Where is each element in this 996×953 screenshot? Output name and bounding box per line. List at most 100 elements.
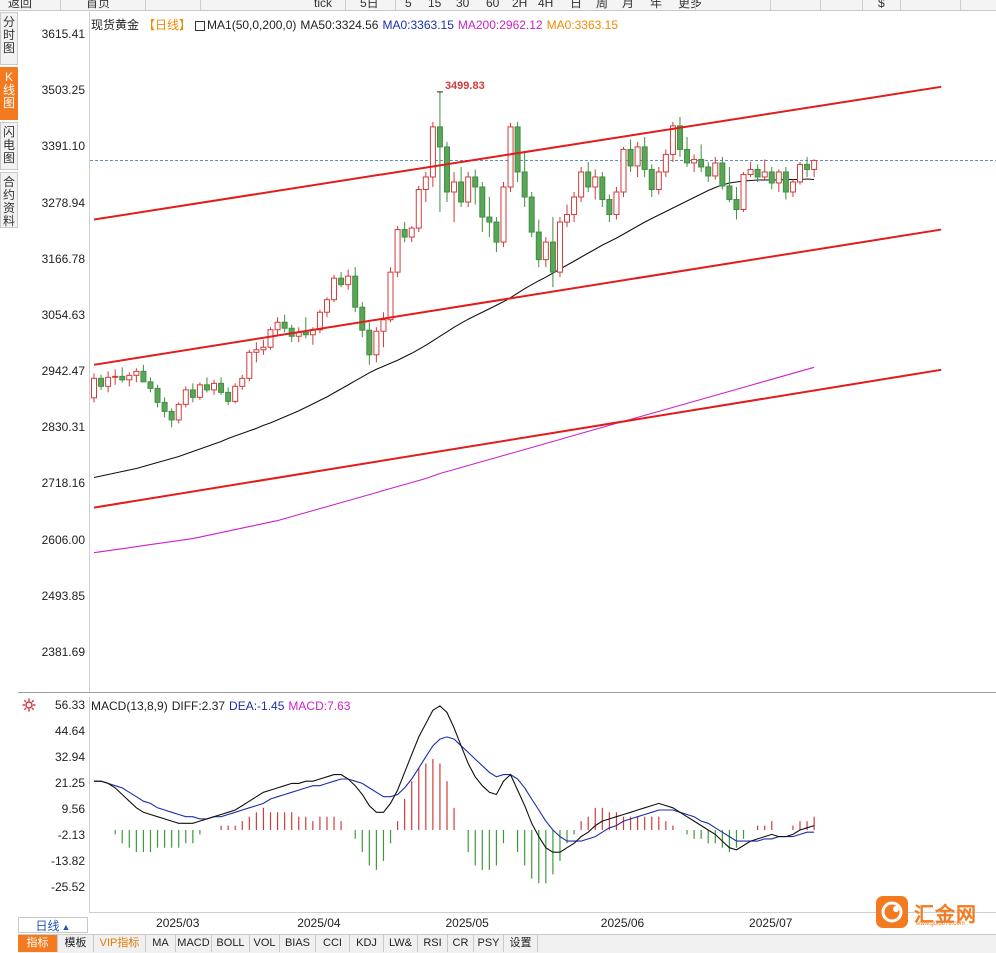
indicator-tab-10[interactable]: LW&	[384, 935, 418, 952]
macd-axis-label: 9.56	[61, 801, 85, 816]
toolbar-separator	[695, 0, 696, 10]
indicator-tab-14[interactable]: 设置	[504, 935, 538, 952]
candle	[444, 141, 450, 203]
indicator-tab-12[interactable]: CR	[448, 935, 474, 952]
gold678-logo: 汇金网 www.gold678.com	[876, 896, 992, 928]
toolbar-item-10[interactable]: 60	[486, 0, 500, 10]
logo-text: 汇金网	[914, 904, 977, 926]
candle	[415, 185, 422, 233]
candle	[472, 169, 479, 205]
candle	[126, 372, 133, 387]
macd-chart-panel[interactable]	[89, 697, 996, 912]
toolbar-item-9[interactable]: 30	[456, 0, 470, 10]
ma-settings-icon[interactable]	[195, 20, 206, 31]
toolbar-item-1[interactable]: 首页	[86, 0, 111, 10]
price-axis-label: 3166.78	[41, 251, 85, 266]
side-tab-2[interactable]: 闪电图	[0, 122, 18, 170]
side-tab-3[interactable]: 合约资料	[0, 172, 18, 228]
ma200-line	[93, 366, 815, 554]
candle	[500, 181, 507, 248]
candle	[154, 384, 161, 408]
candle	[189, 383, 196, 403]
indicator-tab-1[interactable]: 模板	[58, 935, 94, 952]
macd-axis-label: -25.52	[50, 879, 85, 894]
indicator-tab-4[interactable]: MACD	[176, 935, 212, 952]
candle	[140, 364, 147, 383]
candle	[627, 139, 634, 172]
kline-chart-svg[interactable]: 3499.83	[90, 12, 996, 692]
candle	[98, 374, 105, 390]
time-axis-label: 2025/03	[156, 916, 200, 930]
toolbar-item-5[interactable]: tick	[314, 0, 332, 10]
toolbar-separator	[820, 0, 821, 10]
symbol-name: 现货黄金	[91, 18, 140, 32]
candle	[373, 327, 380, 363]
candle	[493, 217, 500, 253]
trend-line-2[interactable]	[93, 368, 942, 509]
toolbar-item-16[interactable]: 年	[650, 0, 663, 10]
candle	[775, 169, 782, 192]
macd-chart-svg[interactable]	[90, 697, 996, 912]
toolbar-item-15[interactable]: 月	[622, 0, 635, 10]
candle	[691, 154, 698, 172]
high-marker-label: 3499.83	[445, 80, 485, 92]
toolbar-item-17[interactable]: 更多	[678, 0, 703, 10]
kline-chart-panel[interactable]: 3499.83	[89, 12, 996, 692]
macd-dea: DEA:-1.45	[229, 699, 285, 713]
candle	[458, 166, 465, 208]
candle	[564, 204, 571, 228]
macd-axis-label: -13.82	[50, 853, 85, 868]
caret-up-icon: ▲	[61, 922, 71, 932]
period-selector[interactable]: 日线 ▲	[18, 917, 88, 933]
toolbar-item-12[interactable]: 4H	[538, 0, 554, 10]
candle	[556, 217, 563, 278]
indicator-tab-0[interactable]: 指标	[18, 935, 58, 952]
candle	[196, 382, 203, 400]
toolbar-item-0[interactable]: 返回	[8, 0, 33, 10]
candle	[514, 121, 521, 182]
candle	[528, 191, 535, 238]
macd-header: MACD(13,8,9) DIFF:2.37 DEA:-1.45 MACD:7.63	[91, 699, 354, 713]
toolbar-item-7[interactable]: 5	[405, 0, 412, 10]
side-tab-0[interactable]: 分时图	[0, 12, 18, 65]
candle	[740, 171, 747, 213]
indicator-tab-6[interactable]: VOL	[250, 935, 280, 952]
toolbar-separator	[145, 0, 146, 10]
toolbar-item-8[interactable]: 15	[428, 0, 442, 10]
indicator-tab-2[interactable]: VIP指标	[94, 935, 146, 952]
indicator-tab-11[interactable]: RSI	[418, 935, 448, 952]
toolbar-item-6[interactable]: 5日	[360, 0, 379, 10]
side-tab-1[interactable]: K线图	[0, 67, 18, 120]
toolbar-separator	[345, 0, 346, 10]
trend-line-1[interactable]	[93, 228, 942, 366]
indicator-tab-8[interactable]: CCI	[316, 935, 350, 952]
trend-line-0[interactable]	[93, 85, 942, 221]
toolbar-item-14[interactable]: 周	[596, 0, 609, 10]
candle	[119, 367, 126, 383]
panel-divider[interactable]	[18, 692, 996, 693]
candle	[175, 402, 182, 424]
indicator-tab-9[interactable]: KDJ	[350, 935, 384, 952]
toolbar-item-13[interactable]: 日	[570, 0, 583, 10]
candle	[676, 116, 683, 157]
indicator-tab-7[interactable]: BIAS	[280, 935, 316, 952]
indicator-tab-13[interactable]: PSY	[474, 935, 504, 952]
ma50-value: MA50:3324.56	[300, 18, 379, 32]
candle	[232, 383, 239, 404]
toolbar-item-11[interactable]: 2H	[512, 0, 528, 10]
candle	[761, 159, 768, 180]
gear-icon[interactable]	[22, 698, 36, 712]
toolbar-item-21[interactable]: $	[878, 0, 885, 10]
price-axis-label: 3278.94	[41, 195, 85, 210]
candle	[161, 397, 168, 418]
candle	[578, 166, 585, 203]
candle	[429, 121, 436, 187]
candle	[218, 377, 225, 395]
candle	[684, 136, 691, 167]
candle	[535, 219, 542, 268]
price-axis-label: 3054.63	[41, 307, 85, 322]
indicator-tab-5[interactable]: BOLL	[212, 935, 250, 952]
candle	[465, 171, 472, 208]
candle	[408, 226, 415, 243]
indicator-tab-3[interactable]: MA	[146, 935, 176, 952]
